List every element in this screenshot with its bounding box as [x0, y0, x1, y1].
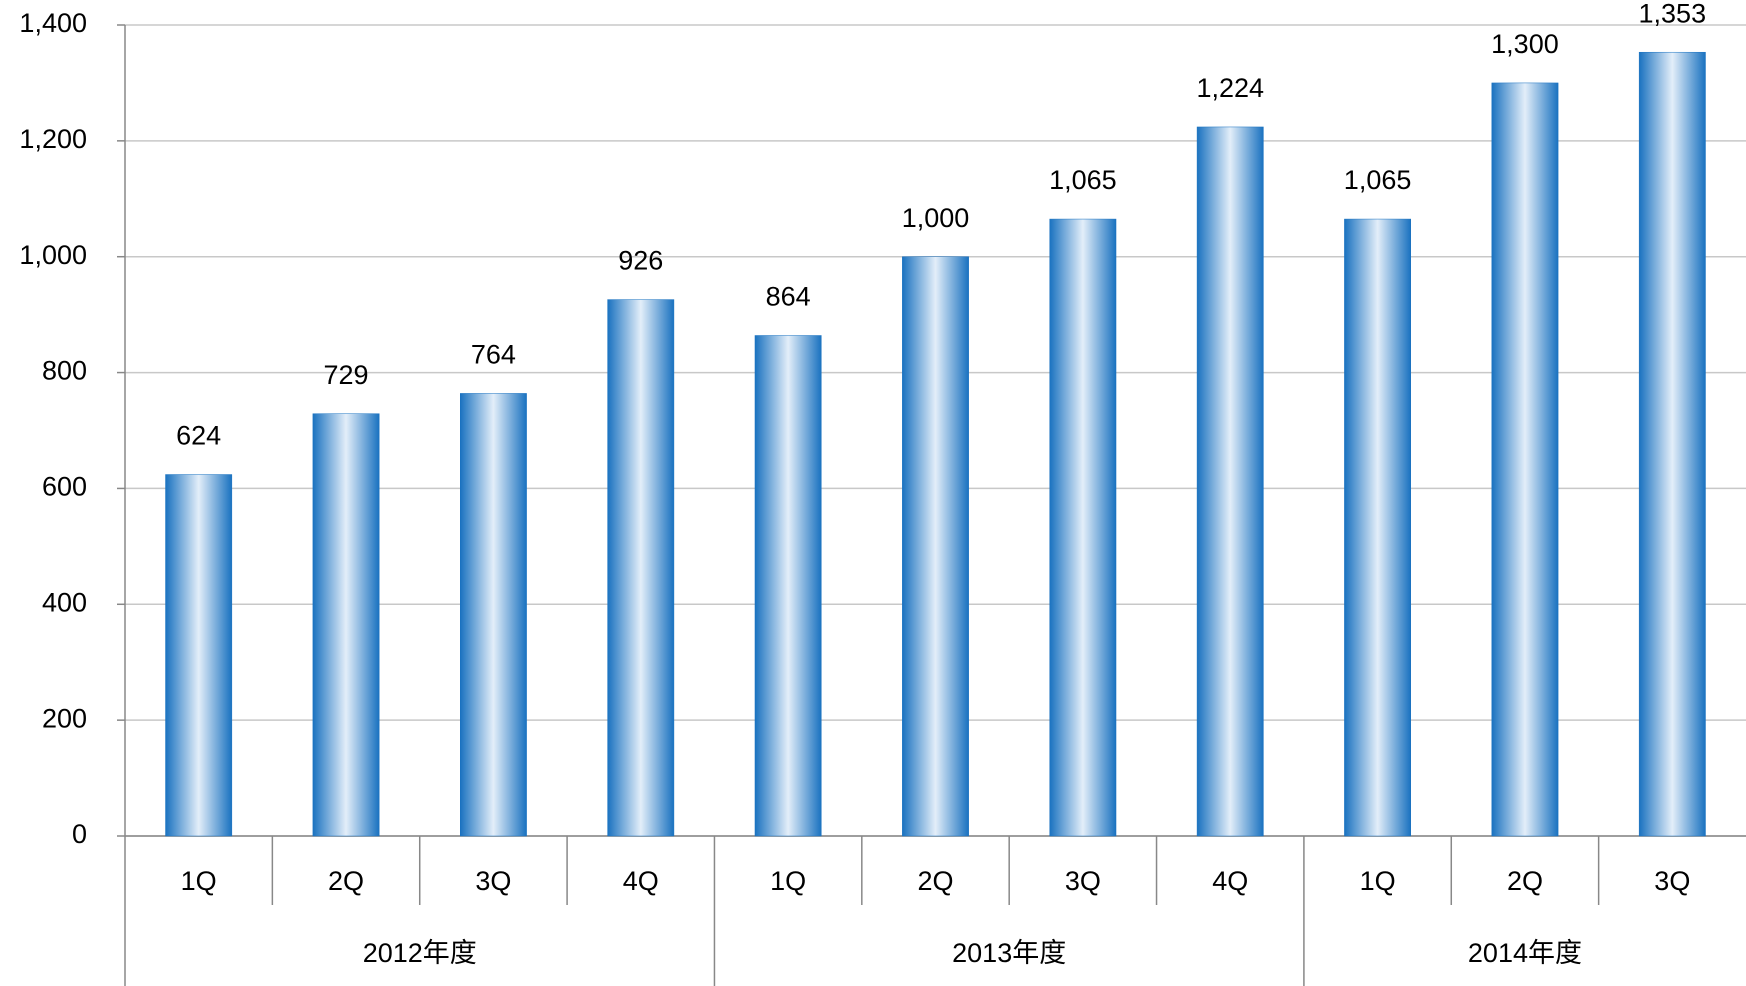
x-tick-label: 2Q: [917, 866, 953, 896]
x-tick-label: 3Q: [1065, 866, 1101, 896]
x-tick-label: 3Q: [475, 866, 511, 896]
bar: [460, 393, 527, 837]
x-tick-label: 3Q: [1654, 866, 1690, 896]
y-tick-label: 1,400: [19, 8, 87, 38]
group-label: 2013年度: [952, 938, 1066, 968]
y-tick-label: 0: [72, 819, 87, 849]
x-tick-label: 1Q: [181, 866, 217, 896]
value-label: 729: [324, 360, 369, 390]
value-label: 926: [618, 246, 663, 276]
value-label: 1,065: [1049, 165, 1117, 195]
y-tick-label: 1,200: [19, 124, 87, 154]
bar: [902, 256, 969, 837]
value-label: 864: [766, 282, 811, 312]
bar: [1049, 218, 1117, 837]
value-label: 624: [176, 421, 221, 451]
y-tick-label: 400: [42, 587, 87, 617]
value-label: 1,353: [1639, 0, 1707, 28]
bar: [1344, 218, 1411, 837]
bar: [1491, 82, 1559, 837]
x-tick-label: 1Q: [770, 866, 806, 896]
value-label: 1,000: [902, 203, 970, 233]
y-tick-label: 800: [42, 356, 87, 386]
y-tick-label: 200: [42, 703, 87, 733]
value-label: 1,065: [1344, 165, 1412, 195]
value-label: 1,300: [1491, 29, 1559, 59]
value-label: 1,224: [1196, 73, 1264, 103]
x-tick-label: 4Q: [623, 866, 659, 896]
x-tick-label: 4Q: [1212, 866, 1248, 896]
bar: [165, 474, 233, 837]
value-label: 764: [471, 340, 516, 370]
bar: [1638, 51, 1706, 837]
x-tick-label: 1Q: [1360, 866, 1396, 896]
bar: [312, 413, 380, 837]
group-label: 2014年度: [1468, 938, 1582, 968]
y-tick-label: 1,000: [19, 240, 87, 270]
bar: [1196, 126, 1264, 837]
bar: [754, 335, 822, 837]
x-tick-label: 2Q: [328, 866, 364, 896]
y-tick-label: 600: [42, 472, 87, 502]
bar: [607, 299, 675, 837]
group-label: 2012年度: [363, 938, 477, 968]
x-tick-label: 2Q: [1507, 866, 1543, 896]
